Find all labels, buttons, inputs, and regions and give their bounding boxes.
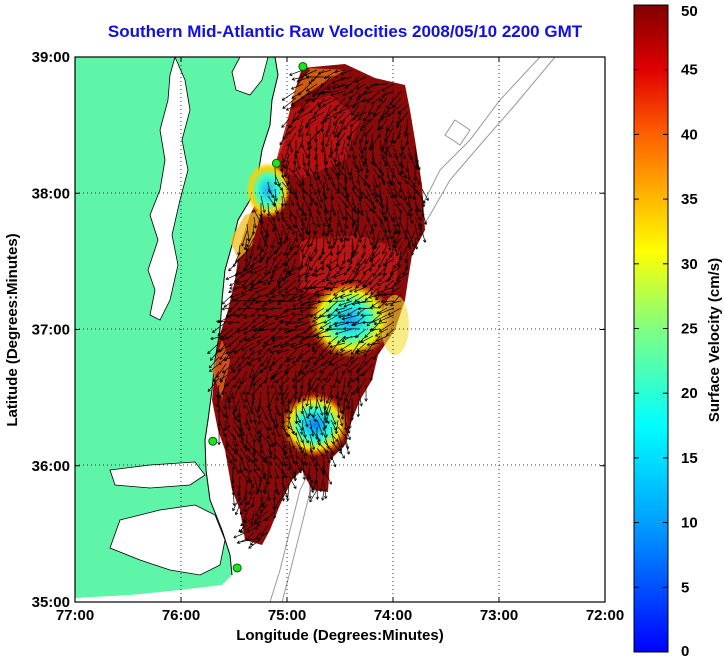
colorbar-tick-label: 40 xyxy=(681,126,698,143)
y-tick-label: 36:00 xyxy=(32,458,70,475)
colorbar-label: Surface Velocity (cm/s) xyxy=(706,258,723,422)
colorbar-tick-label: 30 xyxy=(681,256,698,273)
y-tick-labels: 39:00 38:00 37:00 36:00 35:00 xyxy=(32,49,70,611)
hf-radar-stations xyxy=(208,62,308,573)
radar-station-marker xyxy=(208,436,218,446)
vector-arrows xyxy=(207,69,429,549)
current-vectors xyxy=(207,69,429,549)
colorbar-tick-label: 25 xyxy=(681,321,698,338)
radar-station-marker xyxy=(232,563,242,573)
colorbar-ticks: 0 5 10 15 20 25 30 35 40 45 50 xyxy=(634,3,698,659)
pamlico-sound xyxy=(109,504,226,576)
colorbar-tick-label: 5 xyxy=(681,579,689,596)
y-tick-label: 35:00 xyxy=(32,594,70,611)
x-axis-label: Longitude (Degrees:Minutes) xyxy=(236,627,444,644)
colorbar-tick-label: 45 xyxy=(681,62,698,79)
axis-ticks xyxy=(74,56,606,603)
x-tick-label: 72:00 xyxy=(586,607,624,624)
x-tick-label: 73:00 xyxy=(480,607,518,624)
chesapeake-bay xyxy=(147,57,191,321)
x-tick-label: 77:00 xyxy=(56,607,94,624)
x-tick-label: 76:00 xyxy=(162,607,200,624)
y-axis-label: Latitude (Degrees:Minutes) xyxy=(4,233,21,426)
velocity-band-red2 xyxy=(300,235,400,300)
y-tick-label: 37:00 xyxy=(32,322,70,339)
colorbar-tick-label: 15 xyxy=(681,450,698,467)
colorbar-tick-label: 35 xyxy=(681,191,698,208)
colorbar xyxy=(633,4,669,653)
colorbar-tick-label: 0 xyxy=(681,643,689,659)
x-tick-label: 75:00 xyxy=(268,607,306,624)
x-tick-labels: 77:00 76:00 75:00 74:00 73:00 72:00 xyxy=(56,607,624,624)
chart-title: Southern Mid-Atlantic Raw Velocities 200… xyxy=(107,22,583,41)
radar-station-marker xyxy=(298,62,308,72)
grid xyxy=(75,57,605,602)
delaware-bay xyxy=(231,57,269,96)
velocity-band-yellow2 xyxy=(381,295,409,355)
x-tick-label: 74:00 xyxy=(374,607,412,624)
low-velocity-area-1 xyxy=(246,162,290,218)
y-tick-label: 38:00 xyxy=(32,185,70,202)
colorbar-tick-label: 20 xyxy=(681,385,698,402)
velocity-band-orange2 xyxy=(212,340,230,400)
colorbar-tick-label: 10 xyxy=(681,515,698,532)
land-mass xyxy=(75,57,278,598)
coastline xyxy=(204,57,279,576)
y-tick-label: 39:00 xyxy=(32,49,70,66)
radar-station-marker xyxy=(271,158,281,168)
colorbar-tick-label: 50 xyxy=(681,3,698,20)
